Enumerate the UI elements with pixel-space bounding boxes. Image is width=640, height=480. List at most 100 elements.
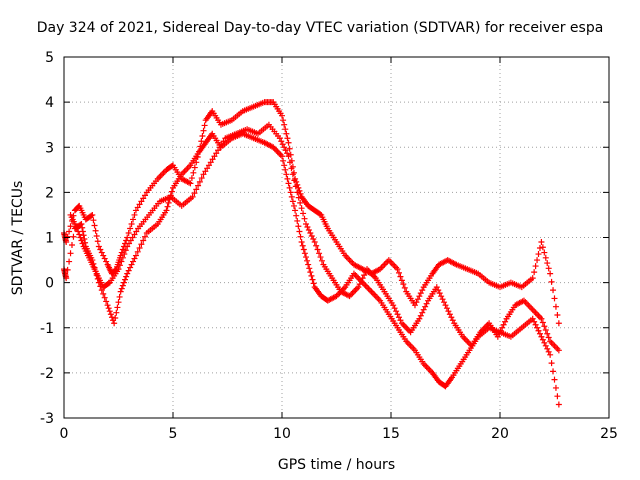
data-point [80,232,87,239]
data-point [448,314,455,321]
data-point [306,265,313,272]
data-point [544,345,551,352]
data-point [539,319,546,326]
data-point [130,258,137,265]
data-point [433,284,440,291]
data-point [207,159,214,166]
data-point [74,225,81,232]
data-point [305,226,312,233]
data-point [532,321,539,328]
data-point [534,257,541,264]
data-point [133,228,140,235]
data-point [419,309,426,316]
data-point [302,220,309,227]
data-point [118,285,125,292]
data-point [90,217,97,224]
data-point [282,126,289,133]
data-point [542,254,549,261]
data-point [189,193,196,200]
data-point [413,299,420,306]
data-point [116,293,123,300]
series-track-3 [67,121,562,354]
chart-title: Day 324 of 2021, Sidereal Day-to-day VTE… [36,20,604,36]
data-point [294,189,301,196]
data-point [77,234,84,241]
data-point [92,227,99,234]
data-point [395,269,402,276]
data-point [436,290,443,297]
x-axis-label: GPS time / hours [277,457,396,473]
data-point [132,207,139,214]
data-point [551,376,558,383]
data-point [500,321,507,328]
data-point [314,246,321,253]
data-point [302,254,309,261]
data-point [282,147,289,154]
data-point [422,303,429,310]
data-point [445,308,452,315]
y-tick-label: -1 [40,321,54,337]
data-point [300,246,307,253]
data-point [411,302,418,309]
data-point [64,266,71,273]
data-point [282,166,289,173]
data-point [297,233,304,240]
data-point [397,273,404,280]
data-point [554,311,561,318]
data-point [132,252,139,259]
data-point [317,211,324,218]
data-point [164,203,171,210]
data-point [127,237,134,244]
data-point [552,303,559,310]
data-point [281,121,288,128]
data-point [304,257,311,264]
data-point [359,275,366,282]
data-point [439,296,446,303]
data-point [104,302,111,309]
data-point [204,165,211,172]
data-series [61,99,562,408]
data-point [108,314,115,321]
data-point [215,147,222,154]
data-point [128,220,135,227]
data-point [100,252,107,259]
data-point [200,127,207,134]
data-point [89,211,96,218]
data-point [308,232,315,239]
data-point [285,139,292,146]
data-point [446,311,453,318]
data-point [129,234,136,241]
data-point [95,243,102,250]
data-point [297,190,304,197]
data-point [292,183,299,190]
data-point [310,280,317,287]
data-point [535,327,542,334]
data-point [301,215,308,222]
data-point [281,144,288,151]
data-point [535,251,542,258]
data-point [295,223,302,230]
data-point [293,212,300,219]
data-point [138,241,145,248]
x-tick-label: 5 [169,426,178,442]
data-point [531,318,538,325]
data-point [88,212,95,219]
data-point [218,141,225,148]
data-point [400,281,407,288]
data-point [75,228,82,235]
data-point [125,267,132,274]
data-point [529,275,536,282]
data-point [125,229,132,236]
data-point [91,222,98,229]
data-point [101,255,108,262]
data-point [541,339,548,346]
data-point [532,263,539,270]
data-point [127,264,134,271]
data-point [283,130,290,137]
data-point [98,249,105,256]
data-point [114,304,121,311]
data-point [318,257,325,264]
data-point [551,295,558,302]
data-point [417,290,424,297]
